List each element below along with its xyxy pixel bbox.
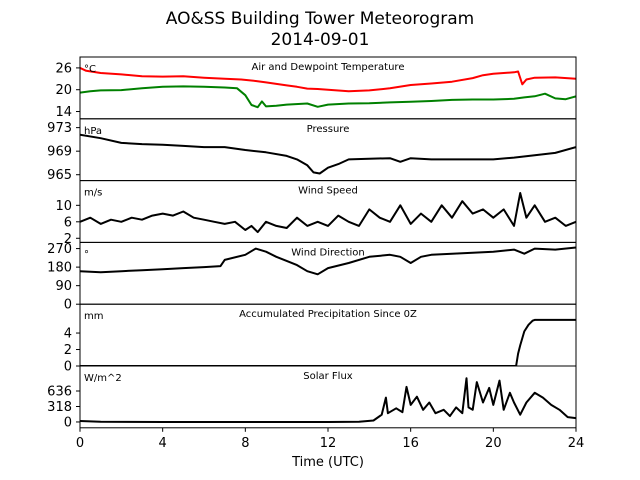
series-line-wspd-0: [80, 192, 576, 234]
x-tick-label: 24: [568, 436, 585, 451]
y-tick-label: 973: [47, 121, 72, 136]
y-tick-label: 318: [47, 400, 72, 415]
y-tick-label: 2: [64, 343, 72, 358]
panel-title: Pressure: [307, 124, 350, 135]
panel-title: Wind Direction: [291, 247, 365, 258]
figure-date: 2014-09-01: [271, 30, 370, 50]
panel-temp: 14 20 26 Air and Dewpoint Temperature °C: [55, 56, 577, 120]
x-tick-label: 0: [76, 436, 84, 451]
panel-pres: 965 969 973 Pressure hPa: [47, 118, 577, 183]
y-tick-label: 969: [47, 145, 72, 160]
x-axis-label: Time (UTC): [291, 455, 364, 470]
series-line-wdir-0: [80, 246, 576, 276]
panel-unit: °C: [84, 64, 96, 75]
y-tick-label: 4: [64, 327, 72, 342]
y-tick-label: 636: [47, 385, 72, 400]
series-line-pres-0: [80, 133, 576, 175]
y-tick-label: 6: [64, 215, 72, 230]
y-tick-label: 10: [55, 199, 72, 214]
panel-unit: mm: [84, 311, 103, 322]
panel-wdir: 0 90 180 270 Wind Direction °: [47, 241, 577, 313]
x-tick-label: 8: [241, 436, 249, 451]
panel-title: Air and Dewpoint Temperature: [252, 62, 405, 73]
y-tick-label: 0: [64, 415, 72, 430]
y-tick-label: 26: [55, 61, 72, 76]
panel-title: Wind Speed: [298, 186, 358, 197]
series-line-temp-0: [80, 66, 576, 93]
y-tick-label: 2: [64, 232, 72, 247]
x-tick-label: 16: [402, 436, 419, 451]
panel-title: Accumulated Precipitation Since 0Z: [239, 309, 417, 320]
y-tick-label: 180: [47, 261, 72, 276]
series-line-solar-0: [80, 377, 576, 423]
x-tick-label: 4: [159, 436, 167, 451]
panel-wspd: 2 610 Wind Speed m/s: [55, 180, 577, 247]
y-tick-label: 270: [47, 242, 72, 257]
panel-precip: 0 24 Accumulated Precipitation Since 0Z mm: [64, 303, 577, 375]
x-axis: 0 4 8 12 16 20 24: [76, 427, 585, 451]
figure-title: AO&SS Building Tower Meteorogram: [166, 9, 474, 29]
y-tick-label: 90: [55, 279, 72, 294]
panel-title: Solar Flux: [303, 371, 353, 382]
x-tick-label: 20: [485, 436, 502, 451]
panel-unit: °: [84, 249, 89, 260]
series-line-temp-1: [80, 85, 576, 109]
y-tick-label: 14: [55, 105, 72, 120]
y-tick-label: 20: [55, 83, 72, 98]
series-line-precip-0: [80, 318, 576, 367]
panel-unit: W/m^2: [84, 373, 122, 384]
y-tick-label: 0: [64, 298, 72, 313]
x-tick-label: 12: [320, 436, 337, 451]
panel-unit: hPa: [84, 126, 102, 137]
y-tick-label: 965: [47, 168, 72, 183]
y-tick-label: 0: [64, 360, 72, 375]
panel-unit: m/s: [84, 188, 102, 199]
